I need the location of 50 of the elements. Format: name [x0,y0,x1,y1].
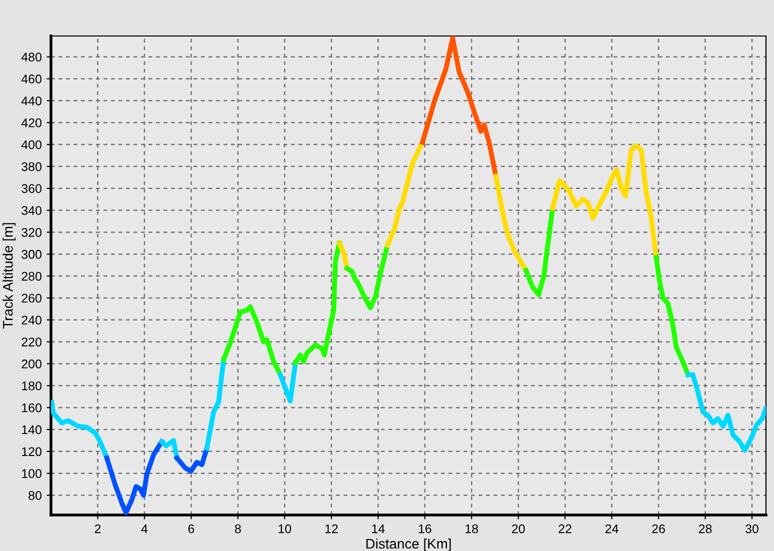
y-tick-label: 320 [22,228,42,237]
x-tick-label: 20 [512,524,525,534]
y-tick-label: 180 [22,381,42,390]
y-tick-label: 460 [21,74,42,84]
y-tick-label: 200 [22,360,42,368]
x-tick-label: 30 [746,524,758,534]
x-tick-label: 18 [466,524,478,534]
y-tick-label: 120 [22,447,42,456]
y-tick-label: 220 [22,338,42,346]
x-tick-label: 28 [698,524,712,534]
line-series [204,356,226,451]
x-tick-label: 4 [141,524,148,534]
x-tick-label: 22 [558,524,572,534]
y-tick-label: 480 [21,52,42,62]
y-tick-label: 340 [22,206,42,215]
line-series [221,304,283,378]
y-tick-label: 380 [22,162,42,172]
x-tick-label: 6 [188,524,194,534]
x-tick-label: 12 [325,524,338,534]
y-tick-label: 100 [22,469,42,478]
y-tick-label: 240 [22,316,42,325]
line-series [51,400,110,460]
y-tick-label: 80 [28,491,42,500]
y-tick-label: 360 [22,184,42,194]
y-tick-label: 420 [21,118,42,128]
y-tick-label: 440 [21,96,42,106]
line-series [686,372,766,453]
line-series [344,242,390,310]
y-tick-label: 400 [21,140,42,150]
x-axis-title: Distance [Km] [366,538,451,551]
y-tick-label: 260 [22,294,42,303]
y-tick-label: 280 [22,272,42,281]
y-tick-label: 160 [22,403,42,412]
line-series [174,446,210,474]
x-tick-label: 24 [605,524,618,534]
line-series [654,254,690,378]
x-tick-label: 16 [418,524,432,534]
line-series [292,240,342,366]
line-series [104,439,164,515]
line-series [385,140,425,248]
x-tick-label: 14 [372,524,385,534]
line-series [159,438,180,460]
y-axis-title: Track Altitude [m] [2,223,16,329]
x-tick-label: 10 [278,524,292,534]
x-tick-label: 8 [234,524,241,534]
x-tick-label: 26 [652,524,665,534]
line-series [493,174,528,273]
x-tick-label: 2 [94,524,101,534]
y-tick-label: 140 [22,425,42,434]
y-tick-label: 300 [22,250,42,259]
